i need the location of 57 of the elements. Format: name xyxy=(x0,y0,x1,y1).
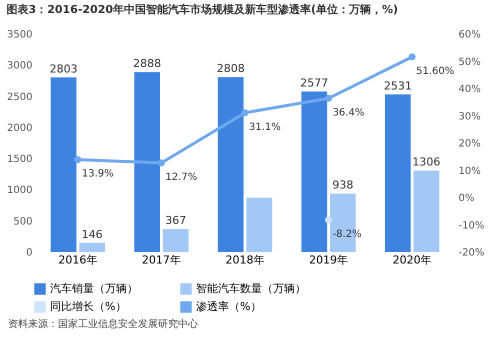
bar xyxy=(218,77,244,252)
text: 资料来源：国家工业信息安全发展研究中心 xyxy=(7,318,199,332)
point xyxy=(408,53,416,60)
y2-tick-label: 0% xyxy=(458,193,474,204)
data-label: 146 xyxy=(82,228,103,241)
bar xyxy=(414,170,440,252)
bar xyxy=(79,242,106,252)
y-tick-label: 1500 xyxy=(7,154,32,166)
x-tick-label: 2016年 xyxy=(58,254,98,266)
y-tick-label: 2000 xyxy=(7,122,32,134)
y2-tick-label: 30% xyxy=(458,111,481,122)
y2-tick-label: -10% xyxy=(458,220,484,232)
data-label: 13.9% xyxy=(82,168,114,180)
y-tick-label: 3000 xyxy=(7,60,32,72)
data-label: 1306 xyxy=(412,156,440,169)
x-tick-label: 2019年 xyxy=(309,254,348,266)
point xyxy=(74,156,82,164)
data-label: 2577 xyxy=(300,76,328,90)
data-label: 36.4% xyxy=(332,107,364,118)
y-tick-label: 2500 xyxy=(7,92,32,103)
bar xyxy=(384,94,411,252)
data-label: 2531 xyxy=(384,79,412,92)
point xyxy=(241,109,249,116)
bar xyxy=(50,77,76,252)
x-tick-label: 2020年 xyxy=(392,254,432,266)
y2-tick-label: -20% xyxy=(458,248,484,258)
data-label: 938 xyxy=(332,178,354,192)
data-label: 2803 xyxy=(50,62,78,76)
bar xyxy=(134,72,160,252)
x-tick-label: 2018年 xyxy=(226,254,264,266)
y-tick-label: 3500 xyxy=(7,30,32,40)
data-label: 2888 xyxy=(133,57,162,70)
data-label: 367 xyxy=(165,214,186,228)
bar xyxy=(162,229,189,252)
y2-tick-label: 60% xyxy=(458,30,481,40)
bar xyxy=(246,198,272,252)
y-tick-label: 500 xyxy=(13,216,32,228)
data-label: 31.1% xyxy=(249,122,281,133)
bar xyxy=(301,91,328,252)
legend-label: 同比增长（%） xyxy=(50,300,126,313)
legend-label: 渗透率（%） xyxy=(196,300,262,313)
data-label: 2808 xyxy=(216,62,245,76)
y-tick-label: 1000 xyxy=(7,185,32,196)
y2-tick-label: 20% xyxy=(458,138,481,150)
legend-label: 汽车销量（万辆） xyxy=(50,282,138,295)
chart-title: 图表3：2016-2020年中国智能汽车市场规模及新车型渗透率(单位：万辆，%) xyxy=(6,3,398,16)
y2-tick-label: 50% xyxy=(458,56,481,68)
legend-label: 智能汽车数量（万辆） xyxy=(196,282,306,295)
data-label: 51.60% xyxy=(416,66,454,77)
x-tick-label: 2017年 xyxy=(142,254,181,266)
y-tick-label: 0 xyxy=(26,248,32,258)
point xyxy=(325,94,332,102)
point xyxy=(158,159,165,166)
y2-tick-label: 10% xyxy=(458,166,481,177)
data-label: -8.2% xyxy=(332,228,362,240)
y2-tick-label: 40% xyxy=(458,84,481,95)
data-label: 12.7% xyxy=(165,172,198,183)
